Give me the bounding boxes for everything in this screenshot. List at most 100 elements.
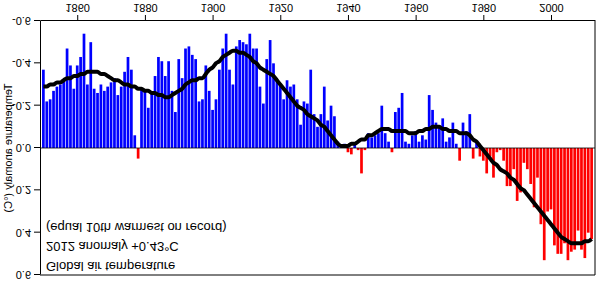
x-tick-mark: [77, 15, 78, 21]
bar-series: [42, 34, 593, 260]
bar: [512, 148, 515, 169]
bar: [526, 148, 529, 169]
bar: [269, 40, 272, 148]
bar: [59, 85, 62, 149]
bar: [573, 148, 576, 250]
bar: [184, 49, 187, 148]
x-tick-mark: [551, 15, 552, 21]
bar: [577, 148, 580, 231]
bar: [110, 82, 113, 148]
bar: [130, 70, 133, 148]
x-tick-mark: [280, 15, 281, 21]
bar: [428, 95, 431, 148]
x-tick: 2000: [539, 2, 563, 21]
y-tick: 0.2: [16, 184, 40, 196]
y-tick: 0.4: [16, 227, 40, 239]
bar: [140, 89, 143, 148]
y-tick-label: -0.2: [12, 100, 31, 112]
x-tick-label: 1920: [269, 2, 293, 14]
bar: [397, 108, 400, 148]
x-tick: 1980: [472, 2, 496, 21]
x-tick: 1880: [133, 2, 157, 21]
y-tick: 0.6: [16, 269, 40, 281]
bar: [147, 108, 150, 148]
x-tick-mark: [483, 15, 484, 21]
x-axis-line: [41, 20, 596, 21]
bar: [164, 76, 167, 148]
bar: [320, 114, 323, 148]
y-tick-label: -0.6: [12, 15, 31, 27]
bar: [580, 148, 583, 250]
bar: [79, 57, 82, 148]
bar: [89, 42, 92, 148]
bar: [556, 148, 559, 254]
bar: [242, 42, 245, 148]
bar: [448, 137, 451, 148]
bar: [259, 87, 262, 148]
y-tick: -0.6: [12, 15, 40, 27]
bar: [455, 144, 458, 148]
bar: [543, 148, 546, 260]
bar: [171, 91, 174, 148]
bar: [350, 148, 353, 154]
x-tick: 1940: [336, 2, 360, 21]
bar: [93, 89, 96, 148]
bar: [157, 57, 160, 148]
bar: [563, 148, 566, 243]
bar: [215, 99, 218, 148]
bar: [421, 135, 424, 148]
x-tick: 1920: [269, 2, 293, 21]
y-tick-mark: [34, 62, 40, 63]
x-tick: 1960: [404, 2, 428, 21]
annotation: 2012 anomaly +0.43°C: [46, 239, 179, 254]
bar: [248, 34, 251, 148]
bar: [323, 87, 326, 148]
bar: [225, 34, 228, 148]
bar: [401, 93, 404, 148]
bar: [218, 70, 221, 148]
x-tick-mark: [348, 15, 349, 21]
bar: [120, 87, 123, 148]
bar: [391, 148, 394, 152]
smoothed-line: [43, 51, 591, 244]
y-tick-mark: [34, 274, 40, 275]
bar: [133, 135, 136, 148]
x-tick: 1900: [201, 2, 225, 21]
y-tick-label: 0.0: [16, 142, 31, 154]
bar: [502, 148, 505, 161]
y-axis: -0.6-0.4-0.20.00.20.40.6: [12, 15, 40, 281]
bar: [587, 148, 590, 233]
bar: [458, 148, 461, 161]
bar: [411, 135, 414, 148]
bar: [299, 125, 302, 148]
x-tick-mark: [416, 15, 417, 21]
y-tick-mark: [34, 105, 40, 106]
x-tick-label: 1880: [133, 2, 157, 14]
bar: [387, 142, 390, 148]
bar: [228, 70, 231, 148]
bar: [374, 135, 377, 148]
bar: [221, 49, 224, 148]
x-tick-mark: [213, 15, 214, 21]
annotation: (equal 10th warmest on record): [46, 220, 227, 235]
x-axis: 18601880190019201940196019802000: [41, 2, 596, 21]
bar: [347, 148, 350, 152]
bar: [72, 89, 75, 148]
bar: [418, 142, 421, 148]
bar: [570, 148, 573, 252]
bar: [441, 118, 444, 148]
bar: [550, 148, 553, 209]
bar: [377, 133, 380, 148]
bar: [546, 148, 549, 212]
bar: [496, 148, 499, 152]
bar: [62, 80, 65, 148]
bar: [116, 95, 119, 148]
y-tick-label: 0.4: [16, 227, 31, 239]
zero-line: [40, 148, 595, 149]
bar: [316, 127, 319, 148]
bar: [330, 106, 333, 148]
bar: [106, 87, 109, 148]
bar: [137, 148, 140, 159]
bar: [276, 80, 279, 148]
bar: [235, 46, 238, 148]
